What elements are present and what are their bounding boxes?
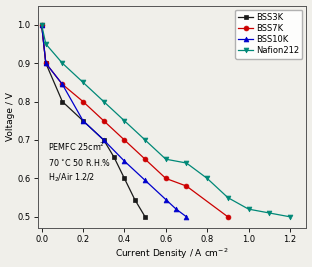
BSS7K [40, 23, 44, 26]
BSS7K [102, 119, 105, 122]
BSS10K [44, 62, 48, 65]
BSS7K [164, 177, 168, 180]
BSS10K [102, 138, 105, 142]
BSS3K [123, 177, 126, 180]
Nafion212 [226, 196, 230, 199]
BSS7K [123, 138, 126, 142]
BSS10K [174, 207, 178, 211]
BSS3K [81, 119, 85, 122]
Nafion212 [205, 177, 209, 180]
Line: BSS3K: BSS3K [39, 22, 148, 219]
BSS3K [61, 100, 64, 103]
Nafion212 [123, 119, 126, 122]
Nafion212 [44, 42, 48, 46]
Nafion212 [61, 62, 64, 65]
BSS3K [133, 198, 137, 201]
Nafion212 [164, 158, 168, 161]
Nafion212 [40, 23, 44, 26]
BSS7K [143, 158, 147, 161]
Legend: BSS3K, BSS7K, BSS10K, Nafion212: BSS3K, BSS7K, BSS10K, Nafion212 [235, 10, 302, 59]
Line: Nafion212: Nafion212 [39, 22, 292, 219]
BSS7K [226, 215, 230, 218]
BSS7K [61, 83, 64, 86]
Nafion212 [267, 211, 271, 215]
Line: BSS10K: BSS10K [39, 22, 189, 219]
Text: PEMFC 25cm$^{2}$
70 $^{\circ}$C 50 R.H.%
H$_{2}$/Air 1.2/2: PEMFC 25cm$^{2}$ 70 $^{\circ}$C 50 R.H.%… [48, 141, 111, 184]
Nafion212 [81, 81, 85, 84]
BSS7K [185, 184, 188, 188]
BSS3K [40, 23, 44, 26]
BSS7K [44, 62, 48, 65]
BSS3K [44, 62, 48, 65]
BSS10K [40, 23, 44, 26]
BSS7K [81, 100, 85, 103]
Nafion212 [143, 138, 147, 142]
BSS10K [81, 119, 85, 122]
Nafion212 [288, 215, 292, 218]
Line: BSS7K: BSS7K [39, 22, 230, 219]
Nafion212 [102, 100, 105, 103]
Nafion212 [185, 162, 188, 165]
Nafion212 [247, 207, 251, 211]
BSS10K [143, 179, 147, 182]
BSS3K [102, 138, 105, 142]
BSS10K [61, 83, 64, 86]
BSS10K [164, 198, 168, 201]
BSS10K [123, 159, 126, 163]
BSS3K [112, 156, 116, 159]
Y-axis label: Voltage / V: Voltage / V [6, 92, 15, 141]
X-axis label: Current Density / A cm$^{-2}$: Current Density / A cm$^{-2}$ [115, 247, 229, 261]
BSS3K [143, 215, 147, 218]
BSS10K [185, 215, 188, 218]
